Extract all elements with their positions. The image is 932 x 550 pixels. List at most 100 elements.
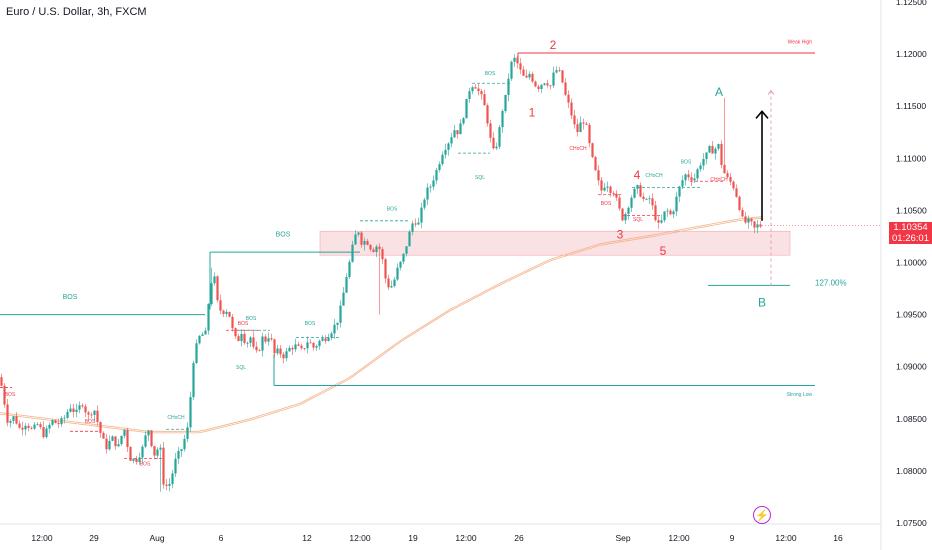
candle-body <box>654 205 657 221</box>
candle-body <box>729 176 732 182</box>
candle-body <box>693 178 696 181</box>
candle-body <box>480 91 483 95</box>
candle-body <box>735 188 738 197</box>
candle-body <box>558 70 561 72</box>
candle-body <box>759 224 762 227</box>
candle-body <box>429 186 432 188</box>
x-tick-label: 26 <box>514 533 524 543</box>
structure-label: BOS <box>5 392 16 398</box>
candle-body <box>600 180 603 191</box>
wave-label: B <box>758 295 766 309</box>
candle-body <box>384 259 387 279</box>
candle-body <box>51 420 54 425</box>
candle-body <box>744 216 747 223</box>
candle-body <box>372 249 375 253</box>
candle-body <box>141 446 144 458</box>
candle-body <box>669 210 672 215</box>
structure-label: BOS <box>140 462 151 468</box>
candle-body <box>261 336 264 351</box>
y-tick-label: 1.08000 <box>896 466 927 476</box>
candle-body <box>276 348 279 354</box>
candle-body <box>228 311 231 317</box>
x-tick-label: 6 <box>219 533 224 543</box>
candle-body <box>150 430 153 447</box>
candle-body <box>660 220 663 223</box>
candle-body <box>399 261 402 268</box>
candle-body <box>597 170 600 181</box>
candle-body <box>144 435 147 447</box>
candle-body <box>603 187 606 191</box>
candle-body <box>213 276 216 284</box>
candle-body <box>195 343 198 364</box>
candle-body <box>15 416 18 424</box>
candle-body <box>138 457 141 463</box>
y-tick-label: 1.10000 <box>896 258 927 268</box>
candle-body <box>516 57 519 64</box>
candle-body <box>576 124 579 132</box>
candle-body <box>420 207 423 223</box>
candle-body <box>684 174 687 181</box>
candle-body <box>324 338 327 341</box>
candle-body <box>180 449 183 451</box>
wave-label: 3 <box>617 228 624 242</box>
candle-body <box>567 94 570 103</box>
candle-body <box>474 87 477 89</box>
structure-label: BOS <box>238 321 249 327</box>
candle-body <box>651 198 654 206</box>
candle-body <box>309 342 312 344</box>
candle-body <box>588 124 591 144</box>
candle-body <box>426 187 429 200</box>
candle-body <box>708 145 711 153</box>
candle-body <box>327 337 330 341</box>
candle-body <box>648 198 651 200</box>
target-arrowhead <box>755 110 769 119</box>
lightning-bolt-icon[interactable]: ⚡ <box>753 506 771 524</box>
candle-body <box>192 363 195 398</box>
candle-body <box>255 346 258 351</box>
x-tick-label: 12:00 <box>349 533 371 543</box>
x-tick-label: 9 <box>730 533 735 543</box>
candle-body <box>657 220 660 223</box>
chart-title: Euro / U.S. Dollar, 3h, FXCM <box>6 6 147 18</box>
candle-body <box>414 223 417 225</box>
candle-body <box>3 385 6 405</box>
candle-body <box>690 177 693 181</box>
candle-body <box>630 197 633 208</box>
bar-countdown: 01:26:01 <box>892 233 929 244</box>
candle-body <box>663 211 666 221</box>
x-tick-label: Aug <box>149 533 164 543</box>
candle-body <box>267 338 270 342</box>
wave-label: 1 <box>529 106 536 120</box>
candle-body <box>231 316 234 329</box>
x-tick-label: 12:00 <box>455 533 477 543</box>
candle-body <box>579 122 582 132</box>
candle-body <box>348 261 351 278</box>
candle-body <box>495 146 498 149</box>
candle-body <box>219 300 222 311</box>
candle-body <box>9 420 12 423</box>
candle-body <box>717 144 720 149</box>
candle-body <box>750 218 753 222</box>
candle-body <box>183 438 186 450</box>
candle-body <box>702 159 705 166</box>
candle-body <box>27 425 30 428</box>
candle-body <box>408 231 411 247</box>
candle-body <box>270 338 273 340</box>
candle-body <box>726 173 729 177</box>
candle-body <box>354 234 357 245</box>
candle-body <box>120 435 123 445</box>
candle-body <box>237 336 240 342</box>
candle-body <box>279 348 282 355</box>
candle-body <box>357 232 360 235</box>
candle-body <box>114 436 117 447</box>
candle-body <box>543 83 546 85</box>
candle-body <box>339 305 342 323</box>
candle-body <box>288 347 291 352</box>
wave-label: 2 <box>550 38 557 52</box>
candle-body <box>756 224 759 228</box>
candle-body <box>321 338 324 341</box>
candle-body <box>444 149 447 155</box>
candle-body <box>642 196 645 199</box>
structure-label: CHoCH <box>710 177 728 183</box>
